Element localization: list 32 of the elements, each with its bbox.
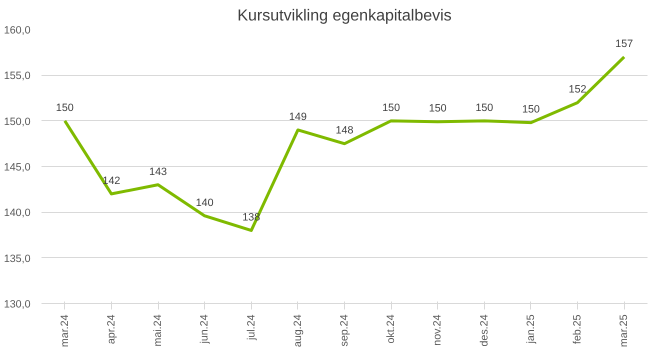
data-label: 140 [196, 196, 214, 209]
x-tick-label: okt.24 [385, 314, 398, 344]
y-tick-label: 145,0 [4, 162, 31, 174]
x-tick-label: mar.24 [58, 314, 71, 348]
x-tick-label: jul.24 [245, 314, 258, 341]
x-tick-label: apr.24 [105, 314, 118, 344]
x-tick-label: aug.24 [292, 314, 304, 348]
y-tick-label: 130,0 [4, 298, 31, 310]
x-tick-label: jan.25 [524, 314, 537, 345]
x-tick-label: mai.24 [152, 314, 164, 346]
y-tick-label: 135,0 [4, 252, 31, 265]
data-label: 143 [149, 166, 167, 178]
y-tick-label: 155,0 [4, 70, 31, 82]
data-label: 150 [56, 102, 74, 114]
x-tick-label: feb.25 [572, 314, 584, 344]
x-tick-label: des.24 [478, 314, 490, 346]
data-label: 157 [615, 38, 634, 50]
y-tick-label: 160,0 [4, 24, 31, 36]
data-label: 150 [382, 102, 400, 114]
data-label: 150 [428, 102, 447, 115]
x-tick-label: mar.25 [618, 314, 630, 348]
y-tick-label: 150,0 [4, 116, 31, 128]
data-label: 149 [288, 110, 307, 123]
x-tick-label: sep.24 [338, 314, 350, 346]
x-tick-label: jun.24 [198, 314, 211, 345]
y-tick-label: 140,0 [4, 207, 31, 220]
data-label: 152 [568, 84, 587, 96]
data-label: 150 [522, 104, 540, 116]
data-label: 150 [475, 102, 494, 114]
data-label: 148 [336, 124, 354, 137]
x-tick-label: nov.24 [432, 314, 444, 346]
chart-title: Kursutvikling egenkapitalbevis [237, 8, 452, 24]
